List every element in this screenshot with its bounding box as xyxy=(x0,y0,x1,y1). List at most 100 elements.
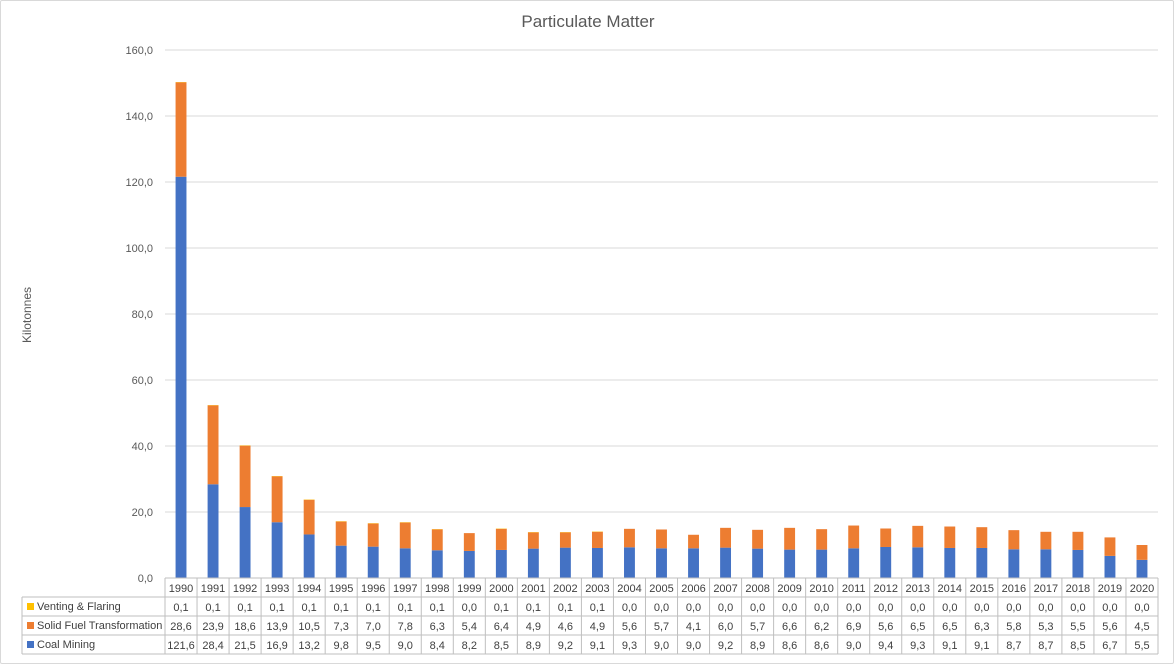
x-tick-label: 2015 xyxy=(970,583,994,595)
bar-coal-mining xyxy=(399,548,411,578)
bar-solid-fuel-transformation xyxy=(431,529,443,551)
data-label: 5,4 xyxy=(462,621,477,633)
bar-solid-fuel-transformation xyxy=(784,527,796,550)
bar-coal-mining xyxy=(976,547,988,578)
data-label: 0,0 xyxy=(718,602,733,614)
data-label: 0,0 xyxy=(878,602,893,614)
legend-swatch xyxy=(27,641,34,648)
bar-coal-mining xyxy=(495,549,507,578)
legend-label: Venting & Flaring xyxy=(37,601,121,613)
data-label: 6,3 xyxy=(430,621,445,633)
data-label: 8,6 xyxy=(814,640,829,652)
x-tick-label: 1993 xyxy=(265,583,289,595)
legend-swatch xyxy=(27,622,34,629)
data-label: 6,5 xyxy=(910,621,925,633)
bar-coal-mining xyxy=(624,547,635,578)
data-label: 0,1 xyxy=(590,602,605,614)
bar-coal-mining xyxy=(1104,555,1116,578)
data-label: 9,0 xyxy=(686,640,701,652)
bar-solid-fuel-transformation xyxy=(720,527,732,548)
data-label: 13,9 xyxy=(266,621,287,633)
bar-coal-mining xyxy=(1040,549,1052,578)
data-label: 5,6 xyxy=(622,621,637,633)
x-tick-label: 2020 xyxy=(1130,583,1154,595)
bar-solid-fuel-transformation xyxy=(976,527,988,548)
data-label: 28,4 xyxy=(202,640,223,652)
bar-solid-fuel-transformation xyxy=(335,521,347,546)
data-label: 7,3 xyxy=(334,621,349,633)
data-label: 4,9 xyxy=(590,621,605,633)
x-tick-label: 2013 xyxy=(906,583,930,595)
data-label: 0,1 xyxy=(269,602,284,614)
bar-solid-fuel-transformation xyxy=(912,525,924,548)
bar-solid-fuel-transformation xyxy=(1008,530,1020,550)
data-label: 8,7 xyxy=(1006,640,1021,652)
data-label: 7,8 xyxy=(398,621,413,633)
bar-coal-mining xyxy=(463,550,475,578)
bar-solid-fuel-transformation xyxy=(367,523,379,547)
data-label: 5,7 xyxy=(654,621,669,633)
bar-coal-mining xyxy=(752,548,764,578)
x-tick-label: 2002 xyxy=(553,583,577,595)
bar-solid-fuel-transformation xyxy=(175,82,187,177)
data-label: 9,0 xyxy=(398,640,413,652)
x-tick-label: 1992 xyxy=(233,583,257,595)
x-tick-label: 1990 xyxy=(169,583,193,595)
x-tick-label: 1995 xyxy=(329,583,353,595)
data-label: 0,1 xyxy=(366,602,381,614)
x-tick-label: 1991 xyxy=(201,583,225,595)
data-label: 6,7 xyxy=(1102,640,1117,652)
data-label: 0,0 xyxy=(686,602,701,614)
data-label: 8,5 xyxy=(1070,640,1085,652)
x-tick-label: 2004 xyxy=(617,583,641,595)
y-tick-label: 160,0 xyxy=(125,45,153,57)
x-tick-label: 1997 xyxy=(393,583,417,595)
bar-solid-fuel-transformation xyxy=(1104,537,1116,556)
data-label: 0,1 xyxy=(430,602,445,614)
bar-solid-fuel-transformation xyxy=(591,531,603,548)
bar-coal-mining xyxy=(1136,559,1148,578)
data-label: 8,9 xyxy=(526,640,541,652)
bar-coal-mining xyxy=(239,507,251,578)
x-tick-label: 2007 xyxy=(713,583,737,595)
data-label: 6,5 xyxy=(942,621,957,633)
bar-solid-fuel-transformation xyxy=(495,528,507,550)
bar-coal-mining xyxy=(848,548,860,578)
bar-solid-fuel-transformation xyxy=(1040,531,1052,550)
y-tick-label: 100,0 xyxy=(125,243,153,255)
data-label: 5,5 xyxy=(1134,640,1149,652)
bar-solid-fuel-transformation xyxy=(944,526,956,548)
data-label: 0,0 xyxy=(1038,602,1053,614)
data-label: 9,1 xyxy=(942,640,957,652)
data-label: 4,9 xyxy=(526,621,541,633)
bar-solid-fuel-transformation xyxy=(656,529,667,549)
data-label: 0,0 xyxy=(1134,602,1149,614)
bar-solid-fuel-transformation xyxy=(527,532,539,549)
data-label: 13,2 xyxy=(298,640,319,652)
data-label: 0,0 xyxy=(910,602,925,614)
data-label: 9,5 xyxy=(366,640,381,652)
x-tick-label: 2010 xyxy=(809,583,833,595)
data-label: 0,0 xyxy=(1102,602,1117,614)
data-label: 0,1 xyxy=(334,602,349,614)
data-label: 10,5 xyxy=(298,621,319,633)
data-label: 0,0 xyxy=(942,602,957,614)
data-label: 6,2 xyxy=(814,621,829,633)
data-label: 5,7 xyxy=(750,621,765,633)
data-label: 21,5 xyxy=(234,640,255,652)
data-label: 8,7 xyxy=(1038,640,1053,652)
x-tick-label: 2011 xyxy=(842,583,866,595)
data-label: 28,6 xyxy=(170,621,191,633)
y-tick-label: 120,0 xyxy=(125,177,153,189)
data-label: 5,5 xyxy=(1070,621,1085,633)
data-label: 6,9 xyxy=(846,621,861,633)
bar-coal-mining xyxy=(720,547,732,578)
data-label: 0,1 xyxy=(205,602,220,614)
data-label: 6,6 xyxy=(782,621,797,633)
data-label: 8,5 xyxy=(494,640,509,652)
data-label: 7,0 xyxy=(366,621,381,633)
bar-coal-mining xyxy=(431,550,443,578)
data-label: 0,1 xyxy=(237,602,252,614)
